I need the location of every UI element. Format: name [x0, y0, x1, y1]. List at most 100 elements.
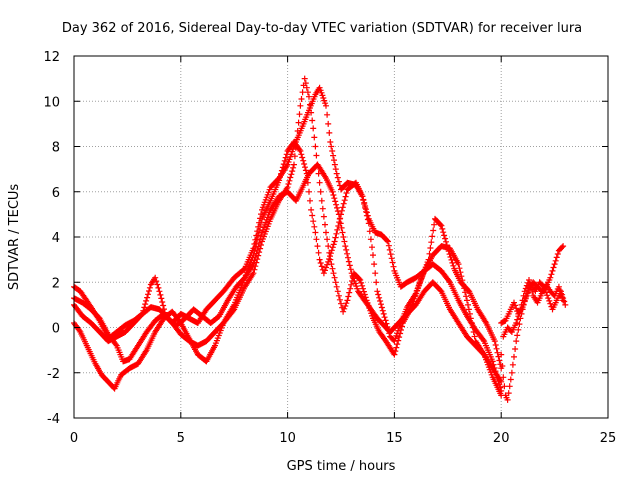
data-point [504, 396, 511, 403]
data-point [523, 282, 530, 289]
series-track-7 [500, 277, 567, 340]
data-point [554, 251, 561, 257]
data-point [299, 154, 306, 161]
data-point [437, 221, 444, 228]
data-point [464, 297, 470, 304]
data-point [556, 287, 563, 294]
data-point [301, 161, 308, 167]
data-point [308, 109, 315, 116]
x-tick-label: 5 [177, 431, 185, 446]
data-point [509, 361, 516, 368]
data-point [393, 344, 400, 351]
data-point [369, 244, 375, 251]
data-point [438, 222, 445, 229]
data-point [505, 390, 512, 397]
data-point [329, 265, 336, 272]
data-point [333, 201, 340, 208]
data-point [431, 221, 438, 228]
data-point [329, 148, 336, 154]
data-point [145, 291, 151, 298]
data-point [439, 225, 446, 232]
y-tick-label: -2 [47, 367, 60, 382]
data-point [144, 294, 151, 301]
data-point [291, 161, 297, 168]
data-point [325, 243, 332, 250]
data-point [560, 297, 567, 304]
data-point [315, 249, 322, 256]
data-point [325, 120, 332, 127]
data-point [345, 258, 352, 265]
data-point [333, 170, 340, 177]
data-point [343, 190, 350, 196]
data-point [296, 146, 303, 153]
data-point [297, 102, 304, 109]
data-point [320, 213, 327, 220]
data-point [326, 129, 333, 136]
data-point [290, 164, 297, 171]
data-point [513, 305, 520, 312]
data-point [295, 119, 302, 126]
data-markers [71, 75, 569, 403]
data-point [324, 236, 331, 243]
data-point [547, 274, 554, 281]
data-point [442, 235, 449, 242]
data-point [550, 264, 557, 271]
data-point [508, 369, 515, 376]
data-point [521, 288, 528, 295]
data-point [334, 288, 341, 295]
axis-ticks: 0 5 10 15 20 25 -4 -2 0 2 4 6 8 10 12 [43, 50, 616, 446]
data-point [392, 348, 399, 355]
data-point [309, 117, 316, 124]
data-point [333, 230, 340, 237]
data-point [340, 200, 347, 207]
data-point [558, 290, 564, 297]
data-point [374, 288, 381, 295]
data-point [526, 277, 532, 283]
data-point [370, 252, 376, 259]
data-point [307, 197, 313, 204]
data-point [553, 254, 560, 261]
data-point [282, 154, 289, 161]
x-axis-label: GPS time / hours [287, 459, 396, 474]
data-point [548, 271, 555, 278]
data-point [335, 211, 342, 218]
data-point [157, 291, 164, 298]
data-point [380, 310, 387, 317]
data-point [334, 226, 341, 233]
data-point [365, 220, 372, 227]
data-point [446, 251, 453, 258]
data-point [252, 254, 259, 261]
data-point [306, 93, 312, 100]
data-point [547, 300, 554, 307]
data-point [518, 301, 525, 308]
data-point [341, 197, 348, 204]
data-point [446, 278, 452, 284]
data-point [560, 243, 567, 250]
data-point [343, 300, 350, 307]
data-point [334, 208, 341, 215]
data-point [331, 161, 338, 168]
data-point [330, 241, 337, 248]
data-point [257, 236, 264, 243]
data-point [388, 255, 395, 262]
data-point [306, 188, 312, 195]
data-point [364, 216, 371, 223]
data-point [339, 229, 346, 236]
data-point [312, 143, 319, 150]
data-point [465, 306, 472, 313]
data-point [309, 212, 316, 219]
data-point [363, 208, 369, 215]
data-point [441, 232, 448, 239]
data-point [429, 233, 436, 240]
data-point [562, 301, 569, 308]
data-point [294, 128, 301, 134]
data-point [146, 284, 153, 291]
data-point [413, 290, 420, 297]
data-point [322, 267, 328, 274]
data-point [519, 297, 526, 304]
data-point [499, 363, 506, 369]
data-point [517, 306, 524, 313]
data-point [522, 285, 529, 292]
data-point [344, 250, 351, 257]
data-point [327, 139, 334, 145]
